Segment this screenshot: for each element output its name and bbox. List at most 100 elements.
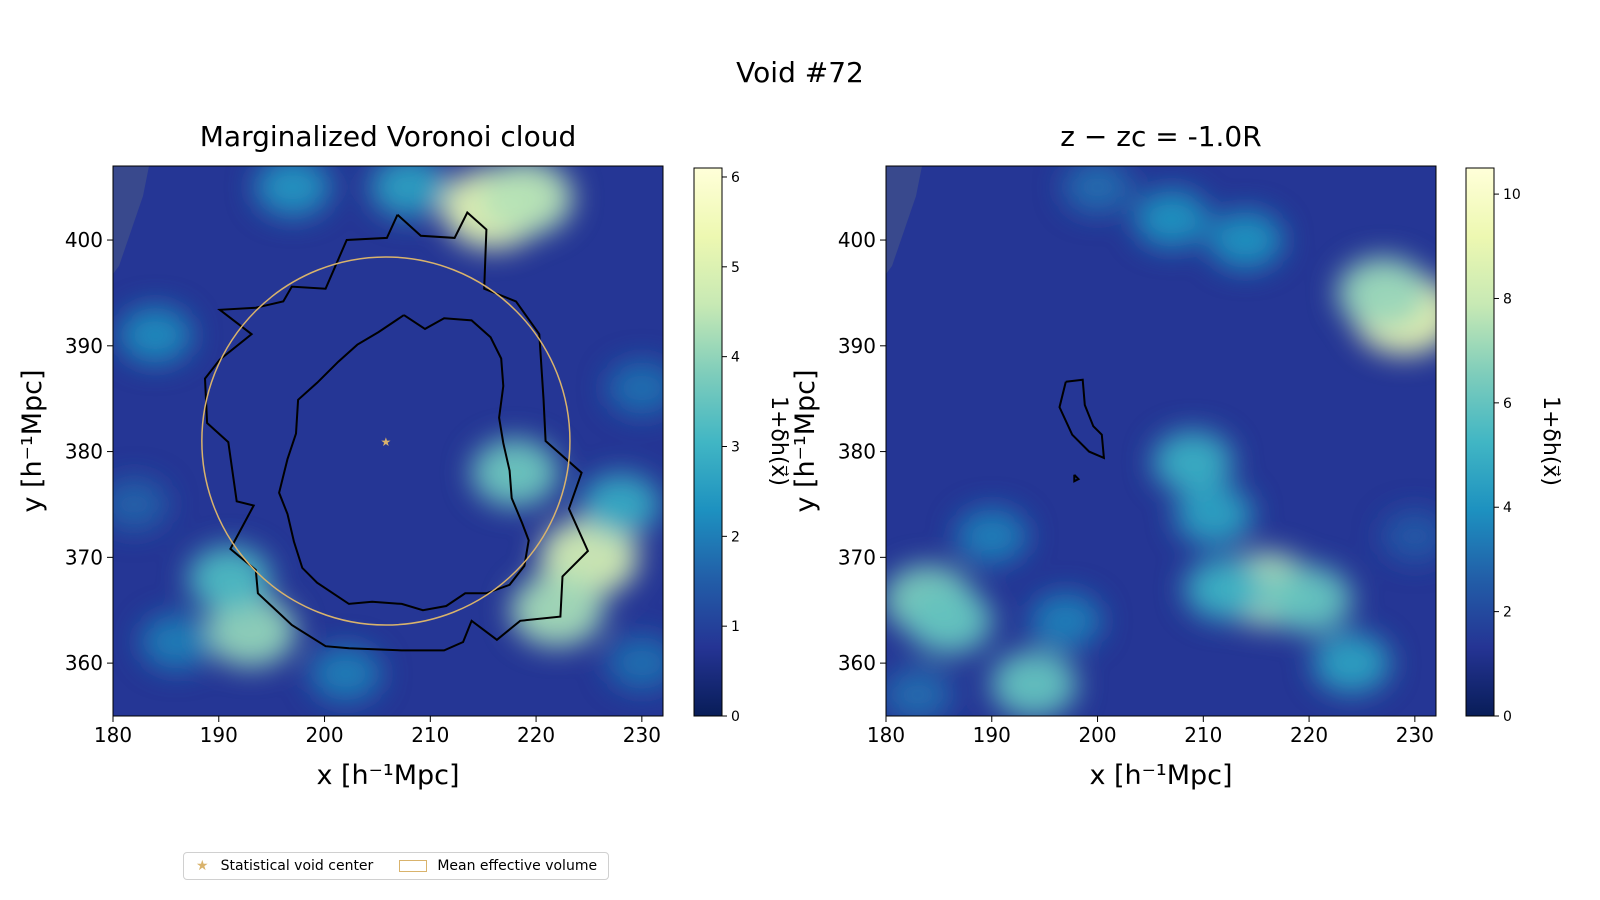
mean-effective-volume-circle xyxy=(201,256,571,626)
colorbar-tick-label: 6 xyxy=(731,170,740,186)
density-hotspot xyxy=(187,545,272,612)
y-axis-label: y [h⁻¹Mpc] xyxy=(790,369,821,512)
x-tick-label: 190 xyxy=(973,723,1011,747)
colorbar-tick-label: 1 xyxy=(731,619,740,635)
density-hotspot xyxy=(1062,166,1133,215)
x-axis-label: x [h⁻¹Mpc] xyxy=(1089,760,1232,791)
colorbar-tick-label: 6 xyxy=(1503,396,1512,412)
panel-title: Marginalized Voronoi cloud xyxy=(200,120,576,153)
x-tick-label: 200 xyxy=(1078,723,1116,747)
plot-frame xyxy=(112,165,664,717)
density-contour xyxy=(278,314,530,612)
x-tick-label: 180 xyxy=(867,723,905,747)
legend-item-center: ★ Statistical void center xyxy=(196,858,373,874)
density-hotspot xyxy=(906,587,993,655)
legend-center-label: Statistical void center xyxy=(220,858,374,874)
colorbar-tick-label: 8 xyxy=(1503,291,1512,307)
density-hotspot xyxy=(1381,510,1436,562)
density-hotspot xyxy=(370,166,448,218)
density-hotspot xyxy=(886,667,953,716)
density-hotspot xyxy=(140,614,213,670)
density-hotspot xyxy=(607,361,663,416)
y-tick-label: 400 xyxy=(65,228,103,252)
x-axis-label: x [h⁻¹Mpc] xyxy=(316,760,459,791)
colorbar-tick-label: 2 xyxy=(731,529,740,545)
panel-1: ★180 190 200 210 220 230360370380390400Margin… xyxy=(17,120,791,791)
y-tick-label: 360 xyxy=(65,651,103,675)
figure-title: Void #72 xyxy=(736,56,864,89)
panel-title: z − zc = -1.0R xyxy=(1060,120,1261,153)
density-hotspot xyxy=(990,650,1078,716)
colorbar-gradient xyxy=(1465,167,1495,717)
y-tick-label: 370 xyxy=(838,545,876,569)
density-contour xyxy=(203,210,590,652)
x-tick-label: 190 xyxy=(200,723,238,747)
colorbar-tick-label: 4 xyxy=(1503,500,1512,516)
colorbar-tick-label: 10 xyxy=(1503,187,1521,203)
colorbar-tick-label: 5 xyxy=(731,260,740,276)
colorbar: 0 2 4 6 8 10 1+δh(x⃗) xyxy=(1465,167,1563,725)
legend: ★ Statistical void center Mean effective… xyxy=(183,852,609,880)
density-hotspot xyxy=(1152,430,1234,494)
density-field: ★ xyxy=(113,166,663,716)
field-hotspots xyxy=(886,166,1436,716)
legend-item-volume: Mean effective volume xyxy=(385,858,597,874)
density-contour xyxy=(1073,474,1081,483)
density-hotspot xyxy=(1265,565,1353,634)
density-hotspot xyxy=(309,645,382,702)
x-tick-label: 200 xyxy=(305,723,343,747)
legend-volume-label: Mean effective volume xyxy=(437,858,598,874)
survey-mask xyxy=(886,166,922,274)
density-hotspot xyxy=(1337,256,1430,329)
y-tick-label: 390 xyxy=(838,334,876,358)
y-tick-label: 370 xyxy=(65,545,103,569)
circle-patch-icon xyxy=(399,860,428,872)
density-hotspot xyxy=(204,595,297,668)
y-axis-label: y [h⁻¹Mpc] xyxy=(17,369,48,512)
y-tick-label: 400 xyxy=(838,228,876,252)
density-hotspot xyxy=(607,636,663,691)
x-tick-label: 220 xyxy=(517,723,555,747)
y-tick-label: 360 xyxy=(838,651,876,675)
field-hotspots xyxy=(113,166,663,702)
density-contour xyxy=(1058,378,1106,460)
colorbar-tick-label: 3 xyxy=(731,439,740,455)
density-hotspot xyxy=(955,508,1028,565)
colorbar-tick-label: 4 xyxy=(731,350,740,366)
x-tick-label: 230 xyxy=(623,723,661,747)
colorbar-label: 1+δh(x⃗) xyxy=(1538,396,1563,486)
density-hotspot xyxy=(580,473,661,536)
plot-frame xyxy=(885,165,1437,717)
colorbar-tick-label: 0 xyxy=(1503,709,1512,725)
density-hotspot xyxy=(471,438,559,507)
y-tick-label: 390 xyxy=(65,334,103,358)
y-tick-label: 380 xyxy=(65,440,103,464)
density-hotspot xyxy=(118,306,193,364)
x-tick-label: 220 xyxy=(1290,723,1328,747)
colorbar-tick-label: 0 xyxy=(731,709,740,725)
colorbar-label: 1+δh(x⃗) xyxy=(766,396,791,486)
density-hotspot xyxy=(1208,210,1284,270)
y-tick-label: 380 xyxy=(838,440,876,464)
x-tick-label: 180 xyxy=(94,723,132,747)
density-hotspot xyxy=(477,166,574,236)
density-hotspot xyxy=(1029,592,1102,649)
star-icon: ★ xyxy=(196,858,209,874)
void-center-marker: ★ xyxy=(381,435,392,449)
x-tick-label: 210 xyxy=(1184,723,1222,747)
x-tick-label: 230 xyxy=(1396,723,1434,747)
density-hotspot xyxy=(1175,484,1253,546)
density-field xyxy=(886,166,1436,716)
survey-mask xyxy=(113,166,149,274)
density-hotspot xyxy=(1312,632,1391,694)
x-tick-label: 210 xyxy=(411,723,449,747)
density-hotspot xyxy=(113,478,169,531)
density-hotspot xyxy=(255,166,331,217)
density-hotspot xyxy=(1184,557,1265,621)
colorbar-tick-label: 2 xyxy=(1503,605,1512,621)
density-hotspot xyxy=(510,573,604,647)
density-hotspot xyxy=(1134,189,1210,249)
colorbar-gradient xyxy=(693,167,723,717)
